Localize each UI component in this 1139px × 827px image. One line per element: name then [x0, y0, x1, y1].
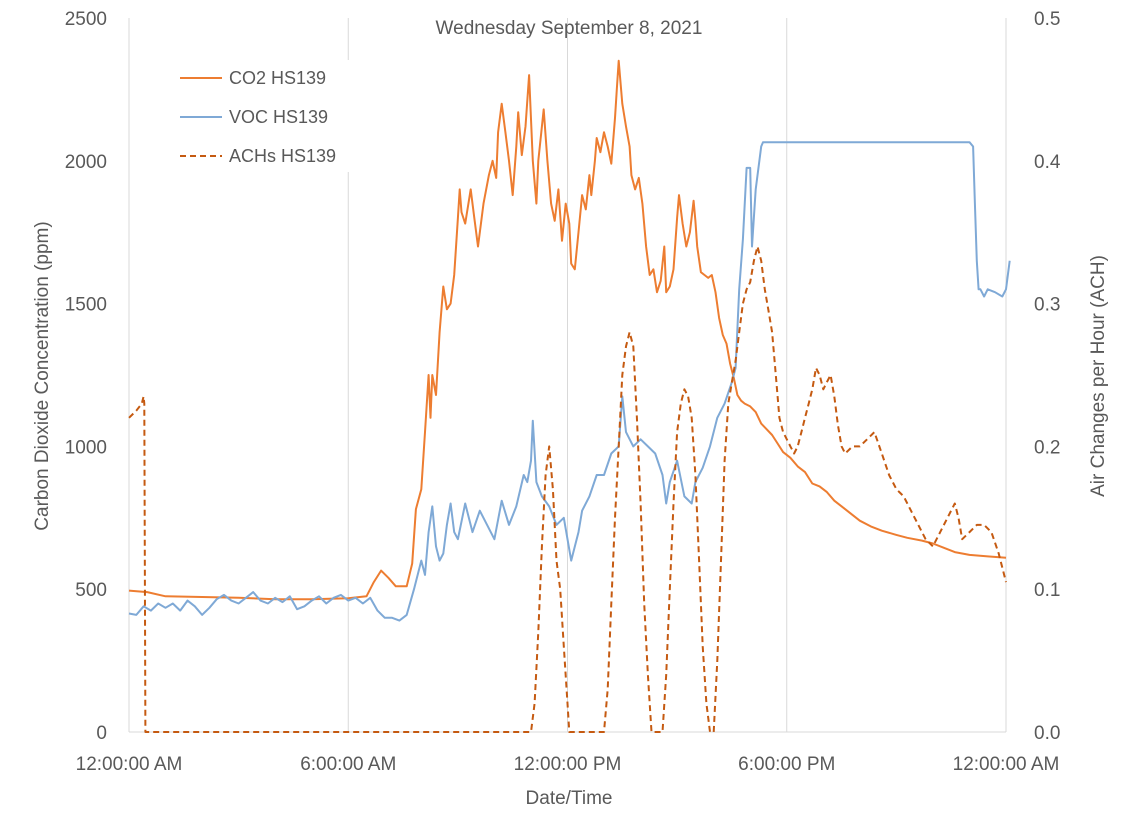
legend-label: CO2 HS139 [229, 68, 326, 88]
series-line-voc [128, 141, 1011, 622]
y-tick-label: 500 [75, 580, 107, 601]
series-line-co2 [128, 59, 1007, 601]
legend-label: VOC HS139 [229, 107, 328, 127]
y-tick-label: 1500 [65, 295, 107, 316]
x-tick-label: 12:00:00 PM [514, 754, 622, 775]
y-tick-label: 2000 [65, 152, 107, 173]
y-axis-title: Carbon Dioxide Concentration (ppm) [32, 221, 53, 530]
legend-label: ACHs HS139 [229, 146, 336, 166]
y2-tick-label: 0.0 [1034, 723, 1060, 744]
x-tick-label: 6:00:00 AM [300, 754, 396, 775]
y2-tick-label: 0.3 [1034, 295, 1060, 316]
legend: CO2 HS139 VOC HS139 ACHs HS139 [168, 60, 351, 172]
y-tick-label: 1000 [65, 437, 107, 458]
y2-tick-label: 0.2 [1034, 437, 1060, 458]
chart-title: Wednesday September 8, 2021 [436, 18, 703, 39]
x-tick-label: 6:00:00 PM [738, 754, 835, 775]
y-tick-label: 2500 [65, 9, 107, 30]
y2-tick-label: 0.4 [1034, 152, 1061, 173]
x-tick-label: 12:00:00 AM [953, 754, 1060, 775]
y2-tick-label: 0.5 [1034, 9, 1060, 30]
series-lines [128, 59, 1011, 733]
series-line-achs [128, 245, 1007, 733]
x-tick-label: 12:00:00 AM [76, 754, 183, 775]
y-tick-label: 0 [96, 723, 107, 744]
y2-tick-label: 0.1 [1034, 580, 1060, 601]
y2-axis-title: Air Changes per Hour (ACH) [1088, 255, 1109, 497]
x-axis-title: Date/Time [526, 788, 613, 809]
